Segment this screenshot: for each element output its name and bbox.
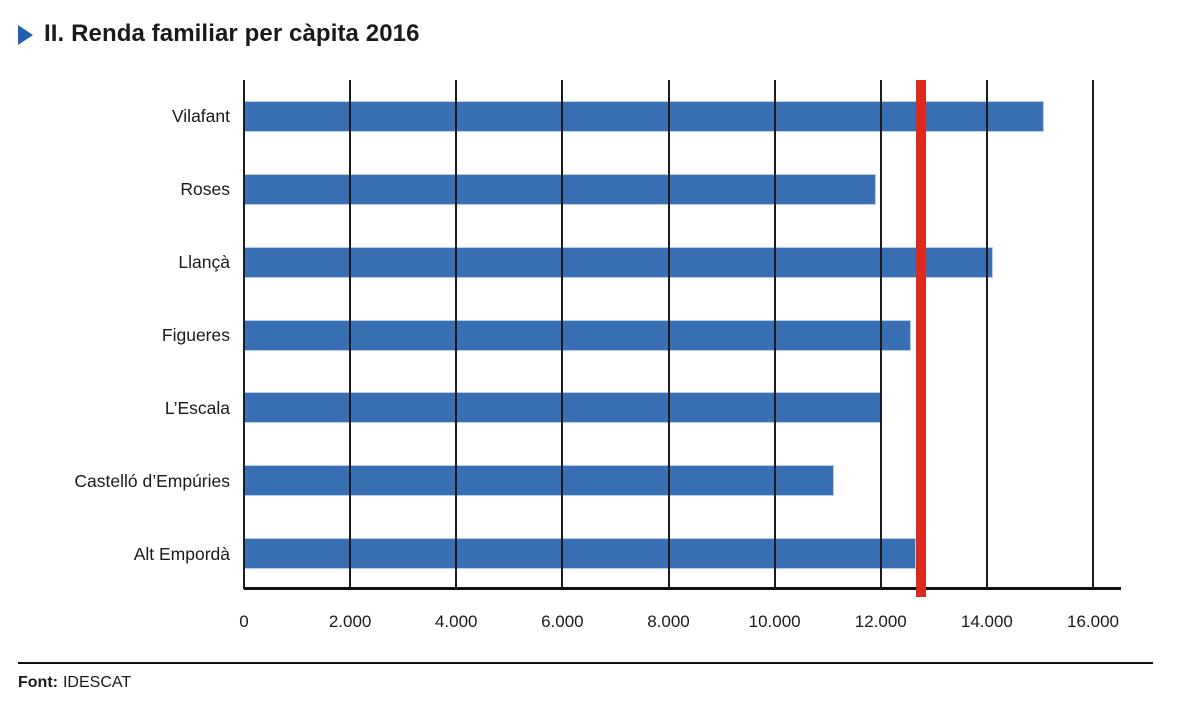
x-tick-label: 12.000 — [854, 612, 907, 631]
x-tick-label: 16.000 — [1067, 612, 1119, 631]
category-label: Llançà — [178, 252, 230, 273]
category-label: Roses — [180, 179, 230, 200]
x-tick-label: 14.000 — [960, 612, 1013, 631]
source-note: Font: IDESCAT — [18, 674, 131, 692]
x-axis-line — [244, 587, 1121, 590]
gridline — [1092, 80, 1094, 589]
chart-header: II. Renda familiar per càpita 2016 — [18, 20, 420, 48]
category-label: Figueres — [161, 325, 230, 345]
bar — [244, 101, 1043, 131]
x-tick-label: 10.000 — [748, 612, 801, 631]
x-tick-label: 0 — [239, 612, 249, 631]
gridline — [667, 80, 670, 589]
source-prefix: Font: — [18, 674, 58, 691]
bar — [244, 247, 993, 277]
reference-line — [915, 80, 926, 597]
x-tick-label: 8.000 — [647, 612, 690, 631]
category-label: L’Escala — [164, 397, 230, 418]
gridline — [879, 80, 882, 589]
title-marker-icon — [18, 25, 33, 45]
source-divider — [18, 662, 1153, 664]
gridline — [561, 80, 564, 589]
bar — [244, 539, 916, 569]
gridline — [455, 80, 458, 589]
bar-chart: Vilafant Roses Llançà Figueres L’Escala Caste… — [74, 80, 1121, 631]
gridline — [773, 80, 776, 589]
gridline — [985, 80, 988, 589]
gridline — [349, 80, 352, 589]
category-label: Vilafant — [171, 106, 230, 127]
category-label: Alt Empordà — [133, 543, 230, 564]
gridline — [243, 80, 245, 589]
page-title: II. Renda familiar per càpita 2016 — [44, 20, 420, 47]
x-tick-label: 4.000 — [434, 612, 478, 631]
bar — [244, 320, 910, 350]
x-tick-label: 2.000 — [328, 612, 372, 631]
source-name: IDESCAT — [62, 674, 132, 691]
bar — [244, 466, 833, 496]
bar — [244, 174, 876, 204]
category-label: Castelló d’Empúries — [74, 470, 230, 491]
x-tick-label: 6.000 — [541, 612, 584, 631]
